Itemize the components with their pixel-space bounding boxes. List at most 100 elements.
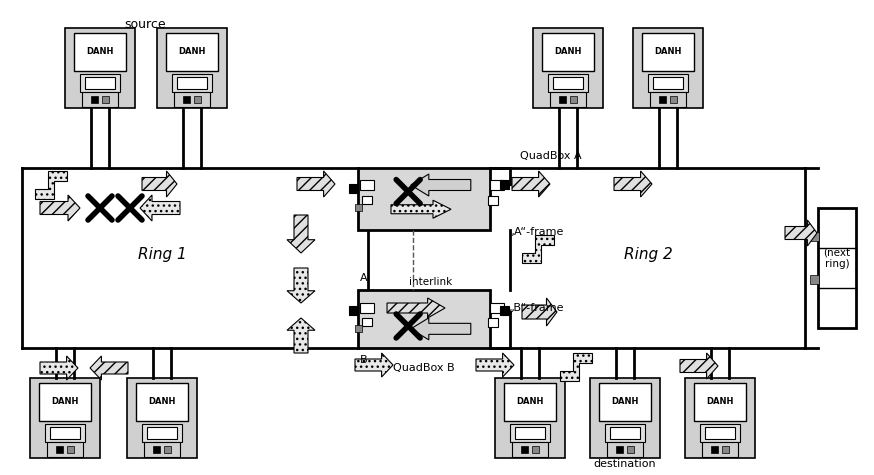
Text: DANH: DANH [706,398,733,407]
Polygon shape [355,353,393,377]
Polygon shape [411,174,471,196]
Bar [542,33,594,71]
Polygon shape [680,353,718,379]
Polygon shape [391,200,451,218]
Bar [174,92,210,107]
Polygon shape [90,356,128,380]
Text: interlink: interlink [409,277,452,287]
Bar [659,96,666,103]
Bar [142,424,182,442]
Text: DANH: DANH [52,398,79,407]
Bar [642,33,694,71]
Polygon shape [614,171,652,197]
Bar [362,196,372,204]
Bar [650,92,686,107]
Bar [91,96,98,103]
Text: source: source [124,18,166,31]
Bar [533,28,603,108]
Bar [358,168,490,230]
Text: destination: destination [593,459,656,469]
Bar [172,74,212,92]
Bar [74,33,126,71]
Text: „B“-frame: „B“-frame [508,303,564,313]
Polygon shape [560,353,592,381]
Bar [47,442,83,457]
Bar [153,446,160,453]
Bar [495,378,565,458]
Bar [633,28,703,108]
Bar [700,424,740,442]
Bar [559,96,566,103]
Polygon shape [785,220,817,246]
Bar [490,180,504,190]
Text: DANH: DANH [611,398,639,407]
Bar [362,318,372,326]
Text: (next
ring): (next ring) [823,247,850,269]
Polygon shape [40,356,78,380]
Bar [166,33,218,71]
Bar [355,204,362,211]
Bar [102,96,109,103]
Bar [599,383,651,421]
Bar [349,183,358,192]
Bar [515,427,545,439]
Polygon shape [287,268,315,303]
Bar [504,383,556,421]
Bar [810,275,819,284]
Bar [82,92,118,107]
Bar [358,290,490,348]
Bar [605,424,645,442]
Polygon shape [387,298,445,318]
Bar [616,446,623,453]
Bar [360,303,374,313]
Text: QuadBox B: QuadBox B [393,363,454,373]
Bar [705,427,735,439]
Text: B: B [360,355,368,365]
Bar [810,232,819,241]
Bar [685,378,755,458]
Bar [648,74,688,92]
Bar [349,306,358,315]
Polygon shape [522,235,554,263]
Bar [164,446,171,453]
Bar [65,28,135,108]
Bar [157,28,227,108]
Text: Ring 2: Ring 2 [624,247,672,263]
Polygon shape [297,171,335,197]
Bar [177,77,207,89]
Bar [670,96,677,103]
Bar [694,383,746,421]
Bar [147,427,177,439]
Bar [45,424,85,442]
Bar [56,446,63,453]
Bar [30,378,100,458]
Bar [127,378,197,458]
Bar [194,96,201,103]
Bar [488,318,498,327]
Bar [85,77,115,89]
Bar [39,383,91,421]
Polygon shape [476,353,514,377]
Bar [500,306,509,315]
Bar [702,442,738,457]
Text: DANH: DANH [554,48,582,57]
Bar [144,442,180,457]
Bar [490,303,504,313]
Bar [500,180,509,190]
Text: DANH: DANH [178,48,205,57]
Bar [653,77,683,89]
Bar [610,427,640,439]
Text: QuadBox A: QuadBox A [520,151,581,161]
Bar [521,446,528,453]
Bar [553,77,583,89]
Bar [532,446,539,453]
Text: DANH: DANH [655,48,682,57]
Bar [627,446,634,453]
Bar [50,427,80,439]
Bar [510,424,550,442]
Polygon shape [35,171,67,199]
Bar [590,378,660,458]
Bar [607,442,643,457]
Text: DANH: DANH [517,398,544,407]
Bar [711,446,718,453]
